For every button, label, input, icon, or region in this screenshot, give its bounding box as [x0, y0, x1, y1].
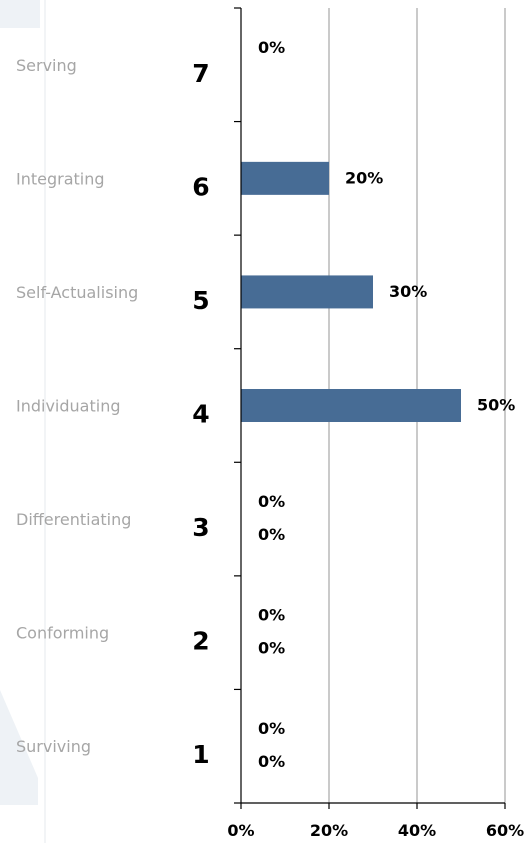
level-number-label: 2: [192, 627, 209, 656]
level-name-label: Integrating: [16, 169, 105, 188]
bar: [241, 161, 329, 195]
level-number-label: 5: [192, 286, 209, 315]
level-name-label: Differentiating: [16, 510, 131, 529]
bar: [241, 389, 461, 422]
data-label: 0%: [258, 492, 285, 511]
data-label: 0%: [258, 38, 285, 57]
level-number-label: 7: [192, 59, 209, 88]
level-number-label: 1: [192, 740, 209, 769]
x-tick-label: 20%: [310, 821, 348, 840]
level-number-label: 4: [192, 400, 209, 429]
bars: [241, 161, 461, 422]
x-tick-label: 60%: [486, 821, 524, 840]
data-label: 0%: [258, 752, 285, 771]
data-label: 0%: [258, 719, 285, 738]
data-label: 50%: [477, 396, 515, 415]
bar: [241, 275, 373, 309]
x-tick-label: 40%: [398, 821, 436, 840]
data-label: 30%: [389, 282, 427, 301]
data-label: 20%: [345, 168, 383, 187]
data-label: 0%: [258, 525, 285, 544]
level-name-label: Serving: [16, 56, 77, 75]
level-name-label: Conforming: [16, 624, 109, 643]
level-name-label: Individuating: [16, 397, 121, 416]
level-name-label: Surviving: [16, 737, 91, 756]
level-number-label: 3: [192, 513, 209, 542]
data-label: 0%: [258, 639, 285, 658]
watermark-bottom: [0, 690, 38, 805]
axes: [234, 7, 506, 809]
level-name-label: Self-Actualising: [16, 283, 138, 302]
level-number-label: 6: [192, 172, 209, 201]
x-tick-label: 0%: [227, 821, 254, 840]
watermark-top: [0, 0, 40, 28]
data-label: 0%: [258, 606, 285, 625]
watermark-chevron: [0, 0, 46, 843]
